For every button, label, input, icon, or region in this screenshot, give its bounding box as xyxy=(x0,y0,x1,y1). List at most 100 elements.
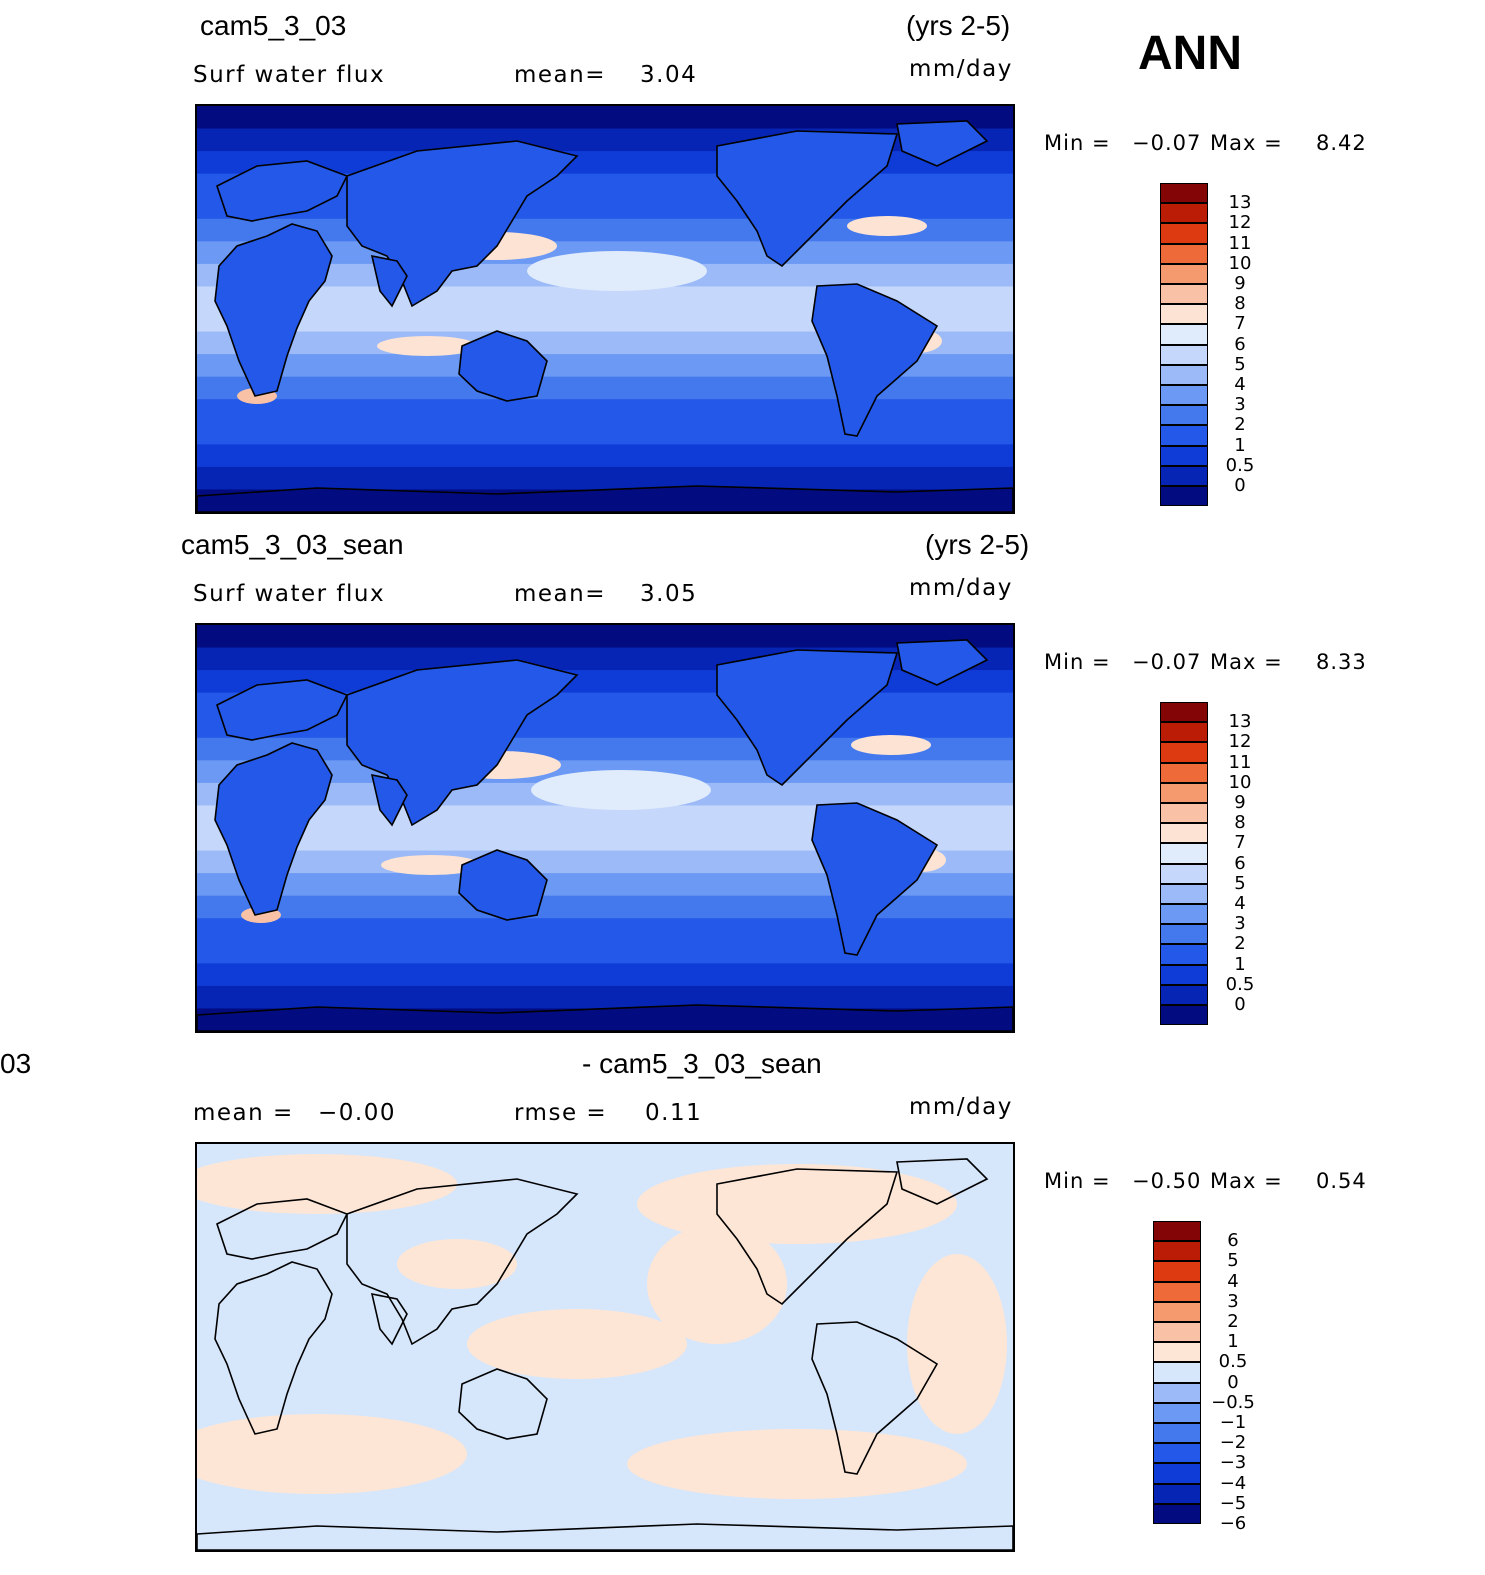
field-band xyxy=(197,940,1013,965)
panel3-units: mm/day xyxy=(909,1094,1013,1120)
colorbar-swatch xyxy=(1160,883,1208,904)
colorbar-tick-label: 2 xyxy=(1234,414,1246,436)
colorbar-tick-label: 13 xyxy=(1228,192,1252,214)
colorbar-tick-label: 10 xyxy=(1228,771,1252,793)
colorbar-tick-label: 12 xyxy=(1228,212,1252,234)
colorbar-swatch xyxy=(1153,1402,1201,1423)
colorbar-tick-label: 6 xyxy=(1227,1230,1239,1252)
land-antarctica xyxy=(197,1523,1013,1550)
colorbar-tick-label: −3 xyxy=(1219,1452,1247,1474)
panel3-rmse-value: 0.11 xyxy=(645,1100,703,1126)
panel3-mean-label: mean = xyxy=(193,1100,294,1126)
colorbar-swatch xyxy=(1160,304,1208,325)
panel2-variable-label: Surf water flux xyxy=(193,581,386,607)
colorbar-swatch xyxy=(1153,1362,1201,1383)
colorbar-tick-label: 2 xyxy=(1227,1311,1239,1332)
colorbar-tick-label: 6 xyxy=(1234,852,1246,874)
land-australia xyxy=(458,849,548,921)
field-band xyxy=(197,828,1013,852)
colorbar-swatch xyxy=(1153,1261,1201,1282)
field-band xyxy=(197,444,1013,468)
colorbar-tick-label: −2 xyxy=(1219,1432,1247,1454)
panel1-max-value: 8.42 xyxy=(1316,131,1367,155)
colorbar-tick-label: 7 xyxy=(1234,832,1246,854)
field-positive-patch xyxy=(467,1309,687,1379)
colorbar-swatch xyxy=(1160,722,1208,743)
colorbar-tick-label: 11 xyxy=(1228,232,1252,254)
panel2-min-value: −0.07 xyxy=(1132,650,1202,674)
colorbar-tick-label: 0.5 xyxy=(1225,454,1255,476)
colorbar-tick-label: 9 xyxy=(1234,792,1246,813)
colorbar-swatch xyxy=(1160,445,1208,466)
colorbar-tick-label: 0.5 xyxy=(1218,1351,1248,1373)
field-band xyxy=(197,895,1013,920)
field-maximum xyxy=(531,770,711,810)
panel2-map xyxy=(195,623,1015,1033)
colorbar-tick-label: 0 xyxy=(1227,1371,1239,1393)
field-maximum xyxy=(847,216,927,236)
colorbar-tick-label: 11 xyxy=(1228,751,1252,773)
colorbar-tick-label: 3 xyxy=(1227,1290,1239,1312)
land-europe xyxy=(216,160,349,222)
colorbar-swatch xyxy=(1153,1463,1201,1484)
colorbar-swatch xyxy=(1153,1241,1201,1262)
colorbar-swatch xyxy=(1160,263,1208,284)
colorbar-swatch xyxy=(1153,1382,1201,1403)
panel2-mean-value: 3.05 xyxy=(640,581,698,607)
land-africa xyxy=(214,1261,333,1435)
colorbar-tick-label: −5 xyxy=(1219,1492,1247,1514)
panel1-min-label: Min = xyxy=(1044,131,1111,155)
land-australia xyxy=(458,330,548,402)
colorbar-tick-label: 1 xyxy=(1234,953,1246,975)
colorbar-tick-label: −6 xyxy=(1219,1513,1247,1534)
land-greenland xyxy=(896,1158,989,1205)
panel1-years: (yrs 2-5) xyxy=(906,10,1011,41)
field-band xyxy=(197,309,1013,333)
colorbar-swatch xyxy=(1160,284,1208,305)
colorbar-tick-label: −1 xyxy=(1219,1412,1247,1433)
land-greenland xyxy=(896,639,989,686)
field-band xyxy=(197,421,1013,446)
colorbar-tick-label: 4 xyxy=(1234,893,1246,914)
panel1-variable-label: Surf water flux xyxy=(193,62,386,88)
field-positive-patch xyxy=(627,1429,967,1499)
colorbar-swatch xyxy=(1153,1423,1201,1444)
field-band xyxy=(197,805,1013,829)
field-positive-patch xyxy=(197,1154,457,1214)
colorbar-swatch xyxy=(1160,843,1208,864)
panel3-min-label: Min = xyxy=(1044,1169,1111,1193)
colorbar-tick-label: 3 xyxy=(1234,394,1246,416)
colorbar-tick-label: 0 xyxy=(1234,994,1246,1015)
field-positive-patch xyxy=(647,1224,787,1344)
field-band xyxy=(197,918,1013,942)
land-india xyxy=(370,773,408,827)
panel1-mean-value: 3.04 xyxy=(640,62,698,88)
panel3-rmse-label: rmse = xyxy=(514,1100,608,1126)
colorbar-swatch xyxy=(1160,904,1208,925)
colorbar-swatch xyxy=(1160,364,1208,385)
land-africa xyxy=(214,223,333,397)
colorbar-tick-label: 13 xyxy=(1228,711,1252,733)
land-europe xyxy=(216,1198,349,1260)
field-band xyxy=(197,963,1013,987)
colorbar-tick-label: 3 xyxy=(1234,913,1246,935)
field-band xyxy=(197,286,1013,310)
land-india xyxy=(370,1292,408,1346)
panel1-colorbar: 13 12 11 10 9 8 7 6 5 4 3 2 1 0.5 0 xyxy=(1160,183,1254,507)
colorbar-swatch xyxy=(1160,183,1208,204)
colorbar-swatch xyxy=(1160,385,1208,406)
colorbar-swatch xyxy=(1160,243,1208,264)
colorbar-swatch xyxy=(1153,1503,1201,1524)
colorbar-swatch xyxy=(1160,405,1208,426)
field-band xyxy=(197,376,1013,401)
colorbar-tick-label: 7 xyxy=(1234,313,1246,335)
colorbar-tick-label: 10 xyxy=(1228,252,1252,274)
colorbar-swatch xyxy=(1160,486,1208,507)
field-band xyxy=(197,873,1013,897)
colorbar-swatch xyxy=(1153,1322,1201,1343)
colorbar-swatch xyxy=(1160,803,1208,824)
field-positive-patch xyxy=(397,1239,517,1289)
land-india xyxy=(370,254,408,308)
field-band xyxy=(197,354,1013,378)
colorbar-swatch xyxy=(1160,823,1208,844)
